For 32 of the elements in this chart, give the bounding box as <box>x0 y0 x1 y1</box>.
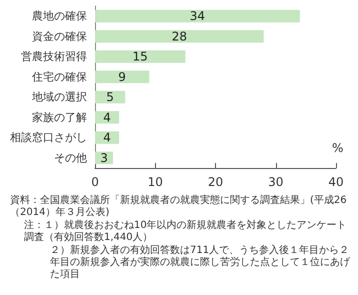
y-tick-label: 相談窓口さがし <box>10 131 87 144</box>
data-label: 3 <box>100 150 108 165</box>
bar <box>95 50 186 63</box>
y-tick-label: 住宅の確保 <box>32 70 87 84</box>
data-label: 34 <box>190 9 206 24</box>
bar <box>95 90 126 104</box>
data-label: 15 <box>132 50 148 64</box>
data-label: 4 <box>103 130 111 145</box>
bar <box>95 131 120 144</box>
data-label: 28 <box>172 29 187 44</box>
data-label: 4 <box>103 110 111 124</box>
bar <box>95 70 150 84</box>
bar <box>95 10 300 22</box>
x-axis-title: % <box>332 141 344 155</box>
x-tick-label: 0 <box>91 175 99 189</box>
x-tick-label: 30 <box>268 175 284 189</box>
text: ２）新規参入者の有効回答数は711人で、うち参入後１年目から２年目の新規参入者が実際の就農に際し苦労した点として１位にあげた項目 <box>49 245 351 281</box>
y-tick-label: 営農技術習得 <box>21 50 87 64</box>
x-tick-label: 20 <box>208 175 224 189</box>
y-tick-label: 資金の確保 <box>32 30 87 43</box>
bar <box>95 111 120 124</box>
text: 資料：全国農業会議所「新規就農者の就農実態に関する調査結果」(平成26（2014）年３月公表) <box>10 195 348 219</box>
y-tick-label: 家族の了解 <box>32 110 87 124</box>
data-label: 5 <box>106 90 114 104</box>
y-tick-label: 農地の確保 <box>32 10 87 23</box>
x-tick-label: 40 <box>328 175 344 189</box>
text: 注：１）就農後おおむね10年以内の新規就農者を対象としたアンケート調査（有効回答数1,440人） <box>23 220 348 244</box>
y-tick-label: 地域の選択 <box>31 90 87 104</box>
data-label: 9 <box>118 70 126 84</box>
y-tick-label: その他 <box>54 151 87 164</box>
bar <box>95 30 264 43</box>
x-tick-label: 10 <box>148 175 163 189</box>
